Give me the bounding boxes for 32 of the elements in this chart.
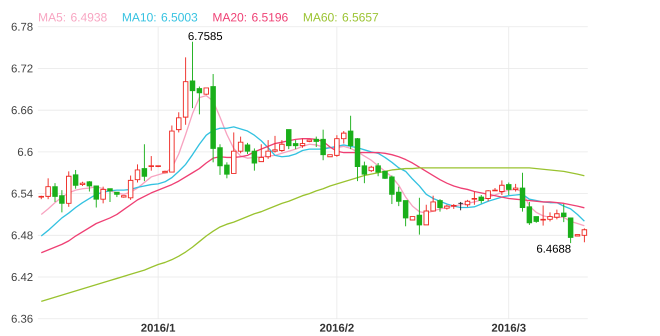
candlestick	[561, 203, 566, 222]
annotation: 6.4688	[537, 244, 571, 253]
annotation: 6.7585	[188, 32, 222, 40]
x-tick-label: 2016/2	[320, 323, 354, 332]
x-tick-label: 2016/3	[492, 323, 526, 332]
candlestick	[416, 197, 422, 235]
x-tick-label: 2016/1	[141, 323, 176, 332]
text: MA10: 6.5003	[122, 12, 198, 22]
y-tick-label: 6.66	[12, 106, 33, 114]
y-tick-label: 6.48	[12, 231, 33, 240]
candlestick	[437, 198, 443, 212]
text: MA60: 6.5657	[304, 12, 378, 22]
candlestick	[258, 144, 264, 162]
candlestick	[300, 138, 306, 148]
candlestick	[134, 164, 140, 183]
candlestick	[568, 217, 574, 244]
candlestick	[472, 190, 478, 206]
y-tick-label: 6.36	[12, 314, 33, 323]
candlestick	[458, 201, 464, 211]
candlestick	[506, 182, 512, 196]
candlestick	[72, 169, 78, 190]
text: MA5: 6.4938	[39, 12, 107, 22]
candlestick	[176, 112, 182, 133]
y-tick-label: 6.72	[12, 64, 33, 72]
y-tick-label: 6.6	[18, 148, 33, 156]
candlestick	[107, 188, 113, 202]
y-tick-label: 6.42	[12, 272, 33, 281]
candlestick	[100, 186, 106, 204]
y-tick-label: 6.54	[12, 189, 33, 198]
candlestick	[142, 144, 148, 182]
y-tick-label: 6.78	[12, 22, 33, 31]
text: MA20: 6.5196	[213, 12, 288, 22]
